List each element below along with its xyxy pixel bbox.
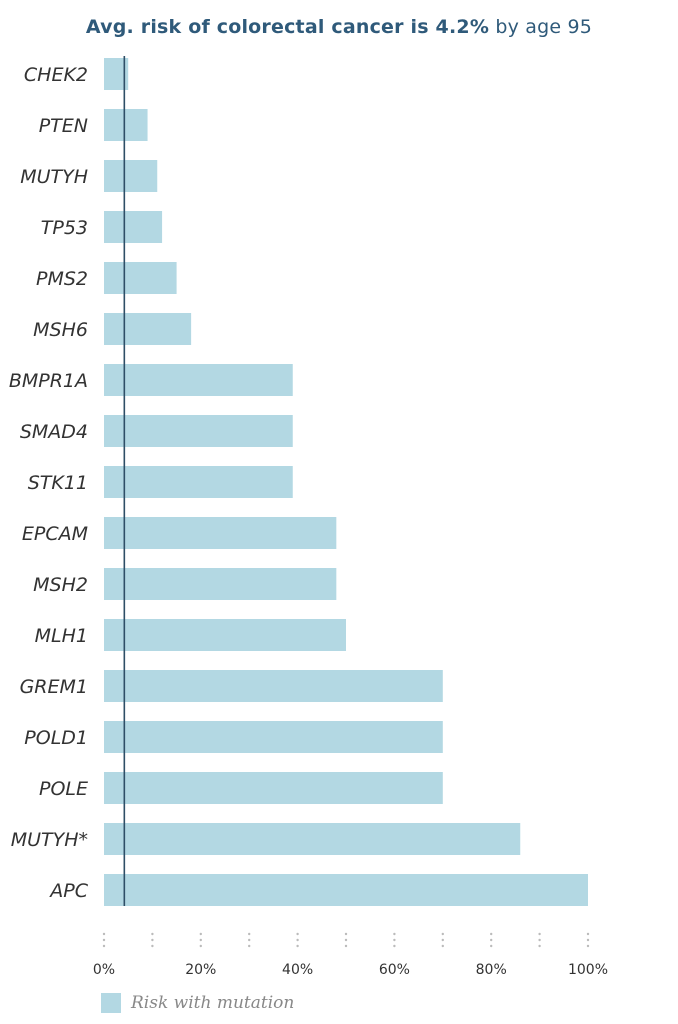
tick-dot bbox=[490, 938, 493, 942]
tick-dot bbox=[102, 938, 106, 942]
legend: Risk with mutation bbox=[101, 992, 294, 1014]
tick-dot bbox=[344, 932, 348, 936]
tick-dot bbox=[199, 944, 202, 948]
bar-pole bbox=[104, 772, 443, 804]
tick-dot bbox=[490, 944, 493, 948]
tick-dot bbox=[199, 932, 202, 936]
bar-msh2 bbox=[104, 568, 337, 600]
bar-epcam bbox=[104, 517, 337, 549]
x-tick-label: 100% bbox=[568, 962, 608, 978]
tick-dot bbox=[393, 932, 396, 936]
bar-stk11 bbox=[104, 466, 293, 498]
bar-bmpr1a bbox=[104, 364, 293, 396]
bar-mutyh bbox=[104, 160, 158, 192]
x-axis-ticks-group: 0% 20% 40% 60% 80% 100% bbox=[93, 932, 608, 978]
bar-mlh1 bbox=[104, 619, 346, 651]
bar-apc bbox=[104, 874, 588, 906]
chart-title-rest: by age 95 bbox=[495, 16, 593, 38]
bar-mutyh bbox=[104, 823, 521, 855]
x-tick-label: 0% bbox=[93, 962, 115, 978]
category-label-grem1: GREM1 bbox=[20, 676, 88, 698]
tick-dot bbox=[538, 944, 541, 948]
tick-dot bbox=[248, 944, 251, 948]
tick-dot bbox=[538, 932, 541, 936]
tick-dot bbox=[248, 932, 251, 936]
category-label-pms2: PMS2 bbox=[36, 268, 88, 290]
category-labels-group: CHEK2 PTEN MUTYH TP53 PMS2 MSH6 BMPR1A SMAD4 STK… bbox=[9, 64, 89, 902]
legend-swatch bbox=[101, 993, 121, 1013]
tick-dot bbox=[151, 944, 154, 948]
tick-dot bbox=[102, 932, 106, 936]
x-tick-label: 60% bbox=[379, 962, 410, 978]
tick-dot bbox=[441, 932, 444, 936]
chart-title-bold: Avg. risk of colorectal cancer is 4.2% bbox=[85, 16, 490, 38]
category-label-msh6: MSH6 bbox=[33, 319, 88, 341]
category-label-stk11: STK11 bbox=[28, 472, 88, 494]
category-label-pten: PTEN bbox=[39, 115, 88, 137]
x-tick-label: 20% bbox=[185, 962, 216, 978]
tick-dot bbox=[296, 944, 299, 948]
tick-dot bbox=[151, 938, 154, 942]
tick-dot bbox=[393, 938, 396, 942]
category-label-chek2: CHEK2 bbox=[24, 64, 88, 86]
category-label-epcam: EPCAM bbox=[22, 523, 88, 545]
tick-dot bbox=[102, 944, 106, 948]
bar-smad4 bbox=[104, 415, 293, 447]
bar-msh6 bbox=[104, 313, 192, 345]
tick-dot bbox=[393, 944, 396, 948]
tick-dot bbox=[248, 938, 251, 942]
category-label-pole: POLE bbox=[39, 778, 88, 800]
tick-dot bbox=[586, 932, 590, 936]
category-label-tp53: TP53 bbox=[41, 217, 88, 239]
category-label-mutyh: MUTYH bbox=[20, 166, 88, 188]
tick-dot bbox=[151, 932, 154, 936]
bars-group bbox=[104, 58, 588, 906]
bar-pold1 bbox=[104, 721, 443, 753]
tick-dot bbox=[344, 938, 348, 942]
tick-dot bbox=[538, 938, 541, 942]
x-tick-label: 40% bbox=[282, 962, 313, 978]
tick-dot bbox=[586, 938, 590, 942]
chart-title: Avg. risk of colorectal cancer is 4.2% b… bbox=[0, 16, 678, 38]
tick-dot bbox=[441, 944, 444, 948]
x-tick-label: 80% bbox=[476, 962, 507, 978]
tick-dot bbox=[490, 932, 493, 936]
bar-pten bbox=[104, 109, 148, 141]
category-label-bmpr1a: BMPR1A bbox=[9, 370, 88, 392]
category-label-pold1: POLD1 bbox=[24, 727, 88, 749]
tick-dot bbox=[296, 932, 299, 936]
category-label-msh2: MSH2 bbox=[33, 574, 88, 596]
tick-dot bbox=[296, 938, 299, 942]
category-label-smad4: SMAD4 bbox=[20, 421, 88, 443]
category-label-mutyh: MUTYH* bbox=[11, 829, 88, 851]
category-label-apc: APC bbox=[48, 880, 88, 902]
legend-label: Risk with mutation bbox=[131, 993, 295, 1013]
bar-pms2 bbox=[104, 262, 177, 294]
tick-dot bbox=[199, 938, 202, 942]
tick-dot bbox=[344, 944, 348, 948]
tick-dot bbox=[441, 938, 444, 942]
tick-dot bbox=[586, 944, 590, 948]
bar-grem1 bbox=[104, 670, 443, 702]
category-label-mlh1: MLH1 bbox=[35, 625, 88, 647]
bar-tp53 bbox=[104, 211, 163, 243]
